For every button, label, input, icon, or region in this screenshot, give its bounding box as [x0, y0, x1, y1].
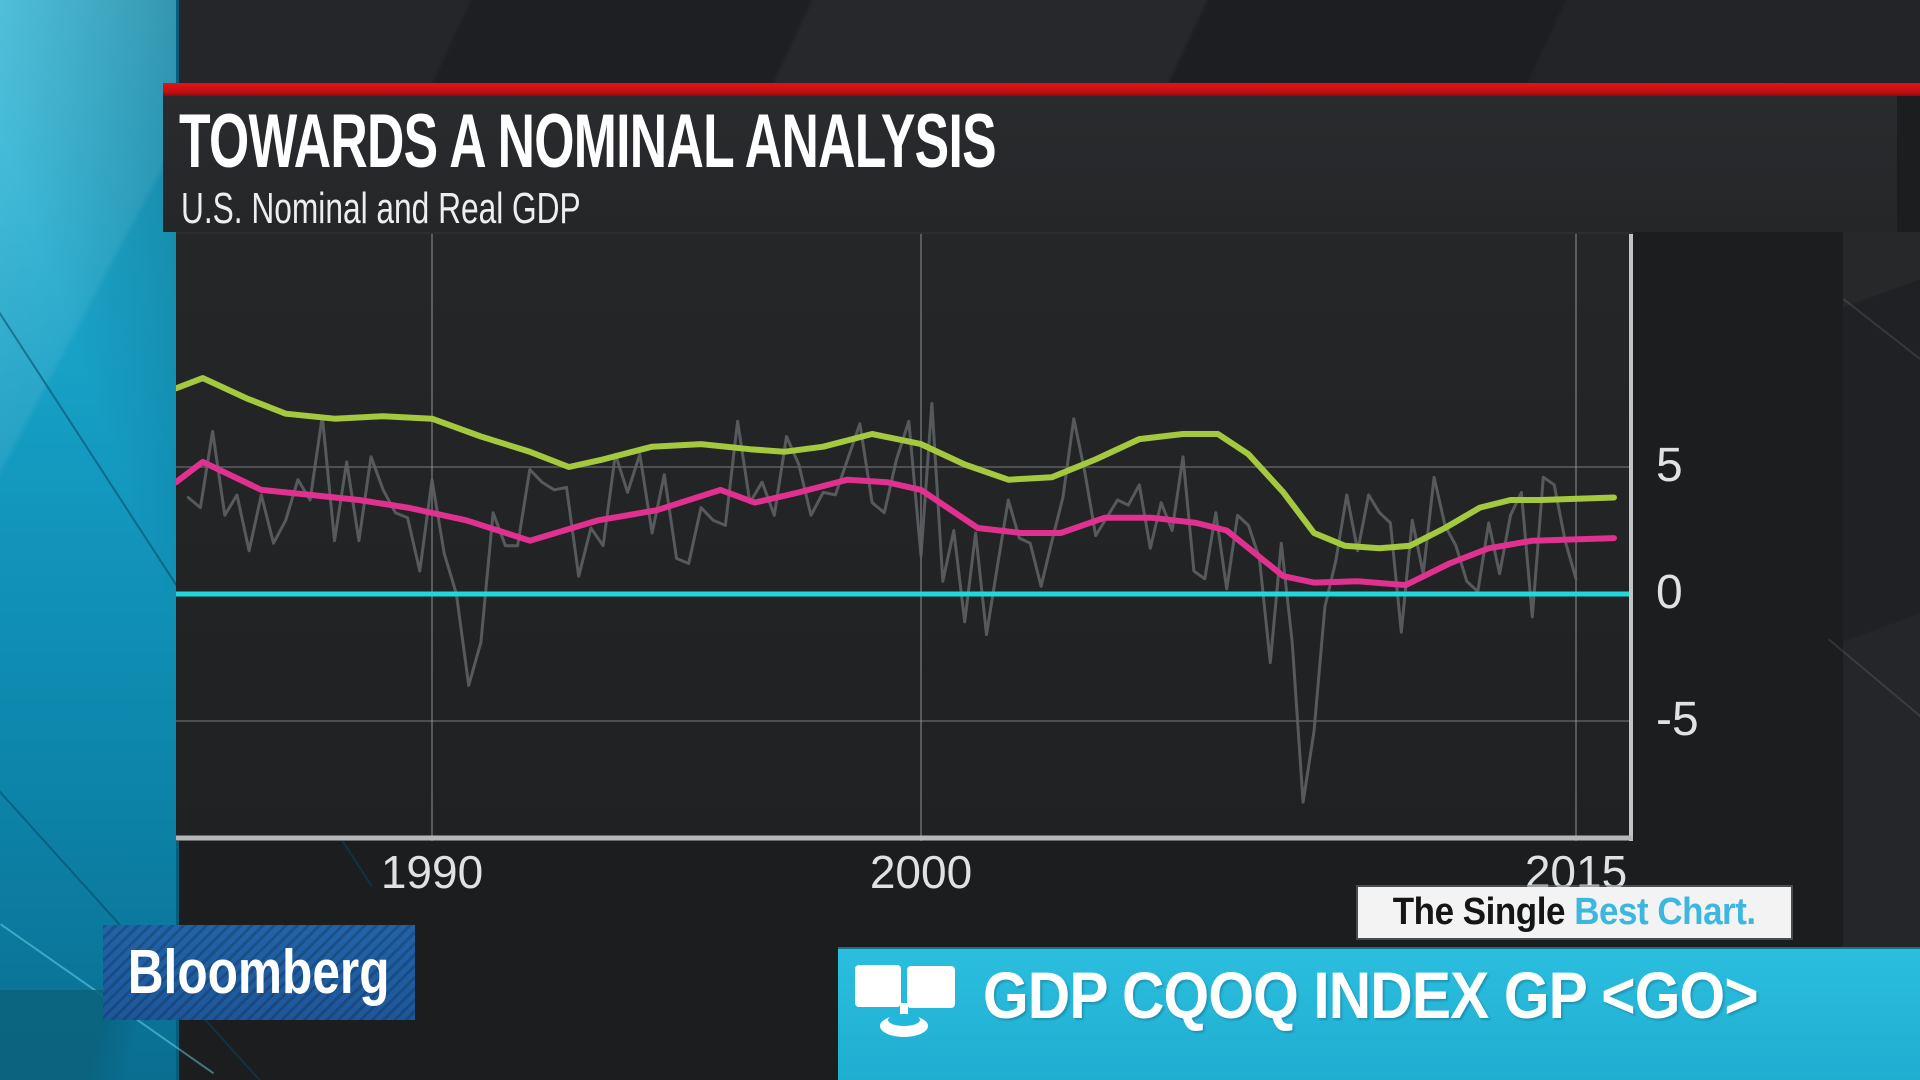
chart-canvas	[176, 234, 1633, 841]
y-tick-label: 0	[1656, 566, 1683, 619]
series-nominal-gdp-growth-smoothed	[176, 375, 1617, 552]
background-texture-top	[163, 0, 1920, 83]
page-title: TOWARDS A NOMINAL ANALYSIS	[179, 99, 997, 184]
single-best-chart-badge: The Single Best Chart.	[1358, 887, 1791, 938]
bloomberg-logo: Bloomberg	[103, 925, 415, 1020]
dual-monitor-icon	[855, 965, 955, 1037]
background-texture-right	[1843, 232, 1920, 947]
badge-text: The Single Best Chart.	[1393, 891, 1756, 933]
page-subtitle: U.S. Nominal and Real GDP	[181, 184, 581, 233]
ticker-command-text: GDP CQOQ INDEX GP <GO>	[983, 958, 1759, 1032]
gdp-chart-plot	[176, 232, 1633, 841]
series-real-gdp-qoq-annualized	[186, 402, 1578, 804]
y-tick-label: 5	[1656, 439, 1683, 492]
accent-red-bar	[163, 83, 1920, 96]
ticker-bar: GDP CQOQ INDEX GP <GO>	[838, 947, 1920, 1080]
x-tick-label: 2000	[869, 846, 973, 898]
series-real-gdp-growth-smoothed	[176, 458, 1617, 589]
y-tick-label: -5	[1656, 693, 1699, 746]
x-tick-label: 1990	[380, 846, 484, 898]
bloomberg-logo-text: Bloomberg	[128, 938, 390, 1007]
sidebar-graphic	[0, 0, 373, 1080]
title-panel: TOWARDS A NOMINAL ANALYSIS U.S. Nominal …	[163, 96, 1897, 233]
